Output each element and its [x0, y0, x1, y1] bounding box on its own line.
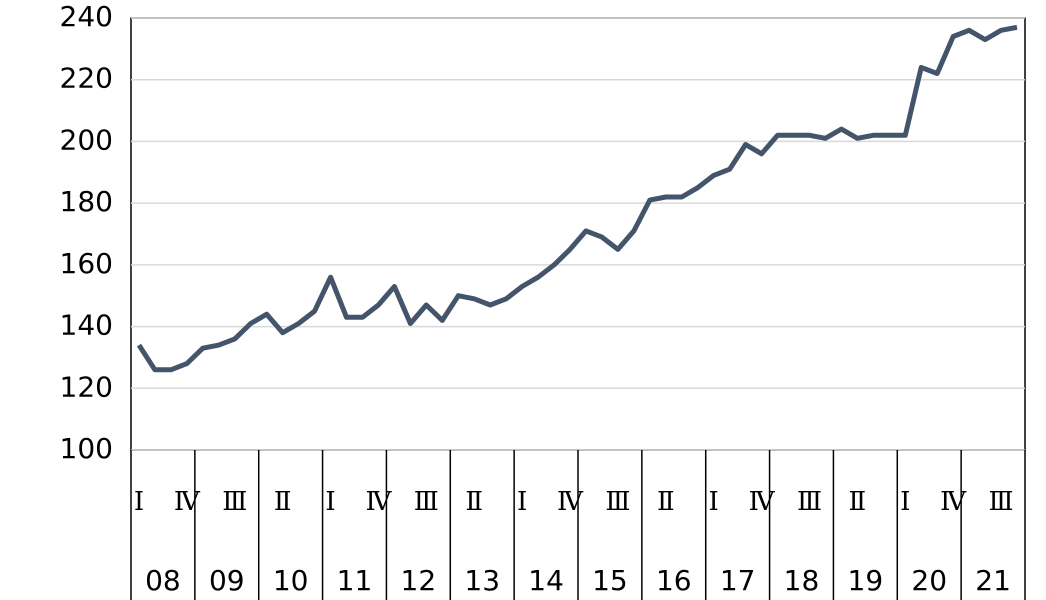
x-tick-label: Ⅲ	[797, 487, 822, 517]
x-group-label: 16	[656, 564, 692, 597]
y-tick-label: 100	[60, 432, 113, 465]
x-group-label: 08	[145, 564, 181, 597]
y-tick-label: 180	[60, 185, 113, 218]
x-tick-label: Ⅱ	[657, 487, 675, 517]
y-tick-label: 120	[60, 370, 113, 403]
x-tick-label: Ⅳ	[365, 487, 392, 517]
plot-frame	[130, 17, 1026, 451]
x-group-label: 10	[273, 564, 309, 597]
x-tick-label: Ⅲ	[605, 487, 630, 517]
y-tick-label: 160	[60, 247, 113, 280]
y-tick-label: 240	[60, 0, 113, 33]
y-tick-label: 140	[60, 309, 113, 342]
x-tick-label: Ⅱ	[465, 487, 483, 517]
x-group-label: 13	[464, 564, 500, 597]
x-tick-label: Ⅳ	[749, 487, 776, 517]
data-line	[136, 24, 1018, 373]
x-tick-label: Ⅲ	[989, 487, 1014, 517]
x-group-label: 11	[337, 564, 373, 597]
x-group-label: 18	[784, 564, 820, 597]
x-group-label: 15	[592, 564, 628, 597]
x-tick-label: Ⅱ	[849, 487, 867, 517]
x-group-label: 20	[911, 564, 947, 597]
y-tick-label: 200	[60, 123, 113, 156]
x-group-label: 14	[528, 564, 564, 597]
x-tick-label: Ⅳ	[174, 487, 201, 517]
x-group-label: 19	[848, 564, 884, 597]
x-tick-label: Ⅰ	[709, 487, 719, 517]
x-tick-label: Ⅰ	[134, 487, 144, 517]
y-tick-label: 220	[60, 62, 113, 95]
x-tick-label: Ⅰ	[325, 487, 335, 517]
x-group-label: 12	[401, 564, 437, 597]
x-group-label: 17	[720, 564, 756, 597]
x-group-label: 21	[975, 564, 1011, 597]
x-tick-label: Ⅲ	[414, 487, 439, 517]
x-tick-label: Ⅲ	[222, 487, 247, 517]
x-group-label: 09	[209, 564, 245, 597]
x-tick-label: Ⅰ	[517, 487, 527, 517]
x-tick-label: Ⅳ	[557, 487, 584, 517]
x-tick-label: Ⅳ	[940, 487, 967, 517]
x-tick-label: Ⅰ	[900, 487, 910, 517]
x-tick-label: Ⅱ	[274, 487, 292, 517]
